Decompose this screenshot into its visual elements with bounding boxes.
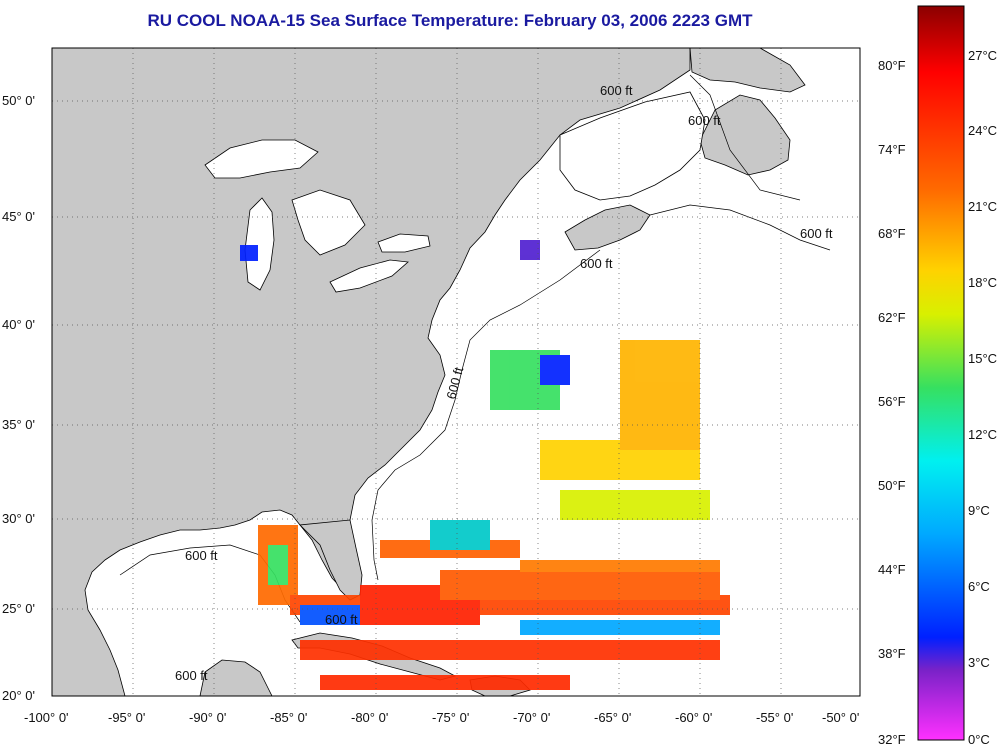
lat-tick-label: 30° 0' xyxy=(2,511,35,526)
cb-c-label: 6°C xyxy=(968,579,990,594)
cb-c-label: 0°C xyxy=(968,732,990,747)
lon-tick-label: -70° 0' xyxy=(513,710,550,725)
cb-c-label: 9°C xyxy=(968,503,990,518)
graticule xyxy=(52,48,860,696)
cb-f-label: 56°F xyxy=(878,394,906,409)
gulf-st-lawrence xyxy=(559,91,706,201)
isobath-label: 600 ft xyxy=(175,668,208,683)
cb-c-label: 18°C xyxy=(968,275,997,290)
lake-ontario xyxy=(377,233,431,253)
lat-tick-label: 35° 0' xyxy=(2,417,35,432)
cb-f-label: 68°F xyxy=(878,226,906,241)
isobath-label: 600 ft xyxy=(325,612,358,627)
latitude-ticks: 50° 0' 45° 0' 40° 0' 35° 0' 30° 0' 25° 0… xyxy=(2,93,35,703)
lon-tick-label: -75° 0' xyxy=(432,710,469,725)
colorbar-celsius-labels: 27°C 24°C 21°C 18°C 15°C 12°C 9°C 6°C 3°… xyxy=(968,48,997,747)
cb-c-label: 21°C xyxy=(968,199,997,214)
isobath-label: 600 ft xyxy=(580,256,613,271)
cb-c-label: 15°C xyxy=(968,351,997,366)
isobath-label: 600 ft xyxy=(688,113,721,128)
lat-tick-label: 45° 0' xyxy=(2,209,35,224)
lon-tick-label: -60° 0' xyxy=(675,710,712,725)
lat-tick-label: 50° 0' xyxy=(2,93,35,108)
longitude-ticks: -100° 0' -95° 0' -90° 0' -85° 0' -80° 0'… xyxy=(24,710,859,725)
land-yucatan xyxy=(199,659,273,696)
cb-f-label: 44°F xyxy=(878,562,906,577)
land-labrador xyxy=(689,48,806,93)
isobath-label: 600 ft xyxy=(600,83,633,98)
lake-erie xyxy=(329,259,409,293)
lon-tick-label: -65° 0' xyxy=(594,710,631,725)
lon-tick-label: -95° 0' xyxy=(108,710,145,725)
cb-c-label: 12°C xyxy=(968,427,997,442)
lake-superior xyxy=(204,139,319,179)
cb-f-label: 62°F xyxy=(878,310,906,325)
land-newfoundland xyxy=(699,94,791,176)
cb-c-label: 27°C xyxy=(968,48,997,63)
lat-tick-label: 40° 0' xyxy=(2,317,35,332)
isobath-newfoundland xyxy=(689,74,801,201)
lon-tick-label: -55° 0' xyxy=(756,710,793,725)
colorbar-fahrenheit-labels: 80°F 74°F 68°F 62°F 56°F 50°F 44°F 38°F … xyxy=(878,58,906,747)
isobath-atlantic xyxy=(371,249,601,581)
map-frame xyxy=(51,47,861,697)
land-maritimes xyxy=(564,204,651,251)
lon-tick-label: -90° 0' xyxy=(189,710,226,725)
isobath-label: 600 ft xyxy=(800,226,833,241)
cb-f-label: 38°F xyxy=(878,646,906,661)
cb-f-label: 32°F xyxy=(878,732,906,747)
colorbar xyxy=(917,5,965,741)
lake-huron xyxy=(291,189,366,256)
map-title: RU COOL NOAA-15 Sea Surface Temperature:… xyxy=(147,11,753,30)
sst-patches xyxy=(240,240,730,690)
isobath-label: 600 ft xyxy=(185,548,218,563)
cb-c-label: 24°C xyxy=(968,123,997,138)
cb-f-label: 50°F xyxy=(878,478,906,493)
cb-f-label: 80°F xyxy=(878,58,906,73)
isobath-scotian xyxy=(649,204,831,251)
lon-tick-label: -100° 0' xyxy=(24,710,69,725)
cb-c-label: 3°C xyxy=(968,655,990,670)
lat-tick-label: 20° 0' xyxy=(2,688,35,703)
lon-tick-label: -50° 0' xyxy=(822,710,859,725)
lon-tick-label: -80° 0' xyxy=(351,710,388,725)
cb-f-label: 74°F xyxy=(878,142,906,157)
lat-tick-label: 25° 0' xyxy=(2,601,35,616)
lon-tick-label: -85° 0' xyxy=(270,710,307,725)
